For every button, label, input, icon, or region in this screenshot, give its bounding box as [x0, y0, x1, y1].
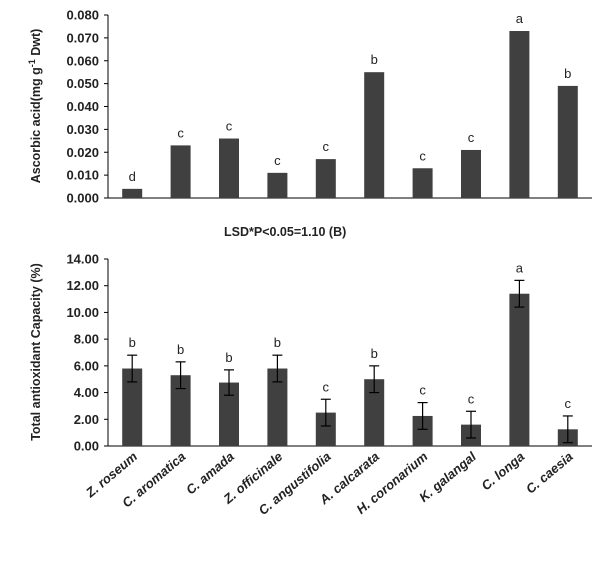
- antioxidant-bar: [315, 412, 336, 446]
- ascorbic-significance-letter: a: [516, 11, 524, 26]
- ascorbic-bar: [461, 149, 481, 198]
- antioxidant-bar: [412, 415, 433, 446]
- ascorbic-significance-letter: b: [371, 52, 378, 67]
- antioxidant-significance-letter: a: [516, 260, 524, 275]
- ascorbic-bar: [315, 159, 336, 198]
- ascorbic-significance-letter: d: [129, 169, 136, 184]
- ascorbic-y-tick-label: 0.050: [66, 76, 99, 91]
- ascorbic-bar: [364, 72, 385, 198]
- ascorbic-y-tick-label: 0.060: [66, 53, 99, 68]
- antioxidant-significance-letter: c: [468, 391, 475, 406]
- antioxidant-y-tick-label: 14.00: [66, 252, 99, 267]
- ascorbic-y-tick-label: 0.070: [66, 30, 99, 45]
- antioxidant-significance-letter: b: [274, 335, 281, 350]
- antioxidant-significance-letter: b: [129, 335, 136, 350]
- x-category-label: C. longa: [478, 449, 527, 493]
- antioxidant-y-tick-label: 4.00: [74, 385, 99, 400]
- ascorbic-bar: [219, 138, 239, 198]
- antioxidant-significance-letter: c: [323, 379, 330, 394]
- antioxidant-significance-letter: b: [225, 350, 232, 365]
- ascorbic-y-tick-label: 0.030: [66, 122, 99, 137]
- antioxidant-y-tick-label: 0.00: [74, 439, 99, 454]
- ascorbic-significance-letter: c: [419, 148, 426, 163]
- antioxidant-capacity-chart: 0.00 2.00 4.00 6.00 8.00 10.00 12.00 14.00 b b b b c…: [29, 252, 592, 454]
- antioxidant-significance-letter: b: [371, 346, 378, 361]
- ascorbic-bar: [122, 188, 143, 198]
- ascorbic-bar: [557, 85, 578, 198]
- antioxidant-significance-letter: c: [565, 396, 572, 411]
- antioxidant-bar: [219, 382, 239, 446]
- antioxidant-significance-letter: c: [419, 383, 426, 398]
- ascorbic-y-tick-label: 0.040: [66, 99, 99, 114]
- antioxidant-y-tick-label: 8.00: [74, 332, 99, 347]
- antioxidant-significance-letter: b: [177, 342, 184, 357]
- ascorbic-bar: [170, 145, 191, 198]
- ascorbic-y-tick-label: 0.080: [66, 8, 99, 23]
- ascorbic-bar: [509, 31, 530, 199]
- ascorbic-significance-letter: c: [323, 139, 330, 154]
- antioxidant-bar: [364, 379, 385, 446]
- antioxidant-bar: [267, 368, 288, 446]
- ascorbic-y-axis-label: Ascorbic acid(mg g-1 Dwt): [27, 29, 43, 184]
- antioxidant-y-tick-label: 2.00: [74, 412, 99, 427]
- antioxidant-y-tick-label: 12.00: [66, 278, 99, 293]
- x-category-label: C. caesia: [523, 449, 576, 497]
- ascorbic-significance-letter: c: [274, 153, 281, 168]
- ascorbic-bar: [412, 168, 433, 198]
- antioxidant-y-tick-label: 6.00: [74, 358, 99, 373]
- ascorbic-significance-letter: b: [564, 66, 571, 81]
- lsd-annotation: LSD*P<0.05=1.10 (B): [224, 225, 346, 239]
- ascorbic-y-tick-label: 0.010: [66, 168, 99, 183]
- ascorbic-significance-letter: c: [177, 125, 184, 140]
- antioxidant-y-tick-label: 10.00: [66, 305, 99, 320]
- antioxidant-bar: [509, 293, 530, 446]
- antioxidant-y-axis-label: Total antioxidant Capacity (%): [29, 263, 43, 441]
- ascorbic-bar: [267, 172, 288, 198]
- ascorbic-significance-letter: c: [468, 130, 475, 145]
- ascorbic-y-tick-label: 0.000: [66, 191, 99, 206]
- antioxidant-bar: [170, 375, 191, 446]
- ascorbic-acid-chart: 0.000 0.010 0.020 0.030 0.040 0.050 0.060 0.070…: [27, 8, 592, 239]
- ascorbic-y-tick-label: 0.020: [66, 145, 99, 160]
- antioxidant-bar: [122, 368, 143, 446]
- ascorbic-significance-letter: c: [226, 119, 233, 134]
